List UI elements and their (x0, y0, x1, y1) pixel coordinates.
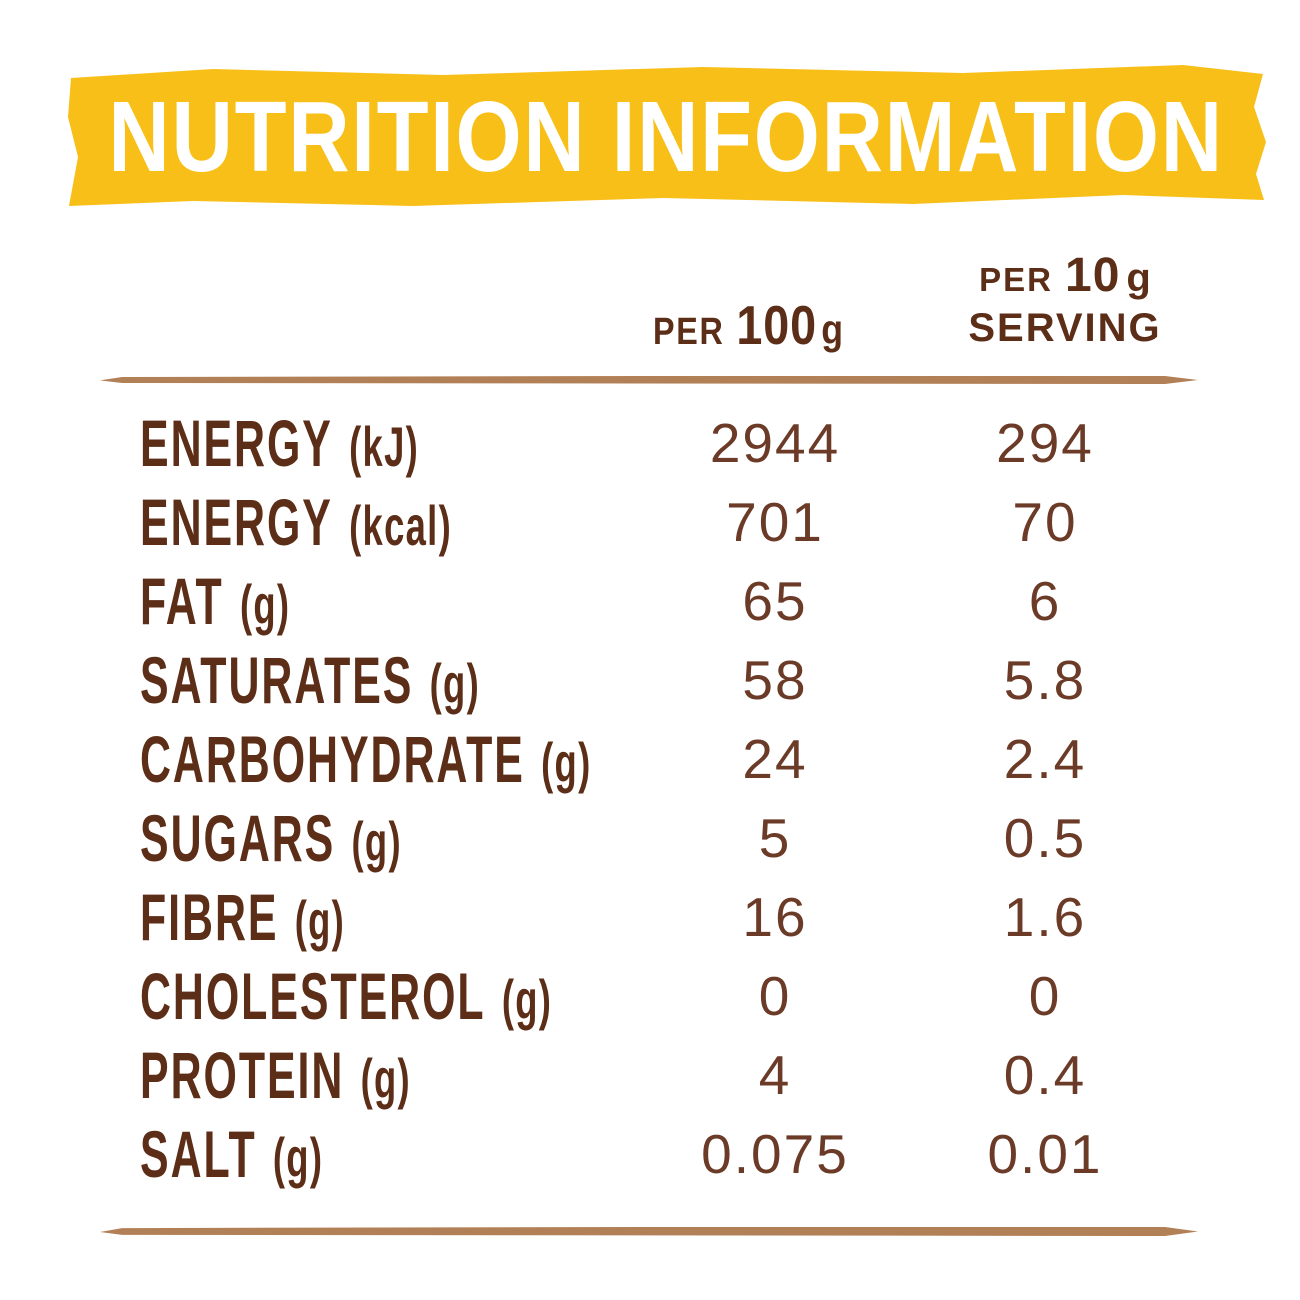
table-row: SUGARS (g) 5 0.5 (0, 798, 1160, 877)
table-row: ENERGY (kJ) 2944 294 (0, 403, 1160, 482)
nutrient-name: CARBOHYDRATE (140, 721, 525, 796)
value-per-100g: 58 (742, 648, 808, 711)
nutrient-name: ENERGY (140, 405, 333, 480)
per-100g-line: PER 100 g (621, 293, 876, 357)
nutrient-unit: (g) (541, 730, 592, 794)
nutrient-unit: (g) (429, 651, 481, 715)
nutrient-name: SATURATES (140, 642, 414, 717)
divider-bottom (100, 1227, 1198, 1236)
nutrient-unit: (g) (501, 967, 553, 1031)
per-100-amount: 100 (736, 294, 817, 356)
nutrient-unit: (kJ) (349, 414, 420, 478)
value-per-10g: 0.01 (987, 1122, 1103, 1185)
value-per-10g: 0.4 (1003, 1043, 1087, 1106)
nutrient-name: SUGARS (140, 800, 336, 875)
nutrient-unit: (kcal) (349, 493, 453, 557)
nutrient-name: FIBRE (140, 879, 279, 954)
per-100-unit: g (821, 306, 844, 353)
nutrient-name: SALT (140, 1116, 257, 1191)
nutrient-label: ENERGY (kJ) (140, 405, 419, 481)
nutrient-label-cell: SUGARS (g) (0, 800, 620, 876)
value-per-10g: 2.4 (1003, 727, 1087, 790)
nutrient-unit: (g) (351, 809, 402, 873)
value-per-10g: 6 (1028, 569, 1062, 632)
nutrient-label-cell: CARBOHYDRATE (g) (0, 721, 620, 797)
brush-stroke-background (68, 65, 1266, 206)
nutrient-unit: (g) (294, 888, 346, 952)
value-per-100g: 65 (742, 569, 808, 632)
nutrient-label: FIBRE (g) (140, 879, 345, 955)
value-per-100g: 2944 (709, 411, 841, 474)
value-per-10g: 5.8 (1003, 648, 1087, 711)
nutrient-unit: (g) (360, 1046, 411, 1110)
value-per-100g: 0 (758, 964, 792, 1027)
nutrient-label: ENERGY (kcal) (140, 484, 452, 560)
table-row: ENERGY (kcal) 701 70 (0, 482, 1160, 561)
nutrient-label: CHOLESTEROL (g) (140, 958, 552, 1034)
nutrient-unit: (g) (239, 572, 291, 636)
per-10g-line: PER 10 g (915, 248, 1215, 303)
value-per-100g: 701 (726, 490, 824, 553)
nutrient-name: CHOLESTEROL (140, 958, 486, 1033)
title-banner: NUTRITION INFORMATION (63, 62, 1270, 212)
per-10-unit: g (1126, 256, 1151, 300)
column-header-per-10g-serving: PER 10 g SERVING (915, 248, 1215, 351)
nutrient-label-cell: ENERGY (kcal) (0, 484, 620, 560)
value-per-10g: 70 (1012, 490, 1078, 553)
nutrition-table-body: ENERGY (kJ) 2944 294 ENERGY (kcal) 701 70 … (0, 403, 1160, 1193)
value-per-10g: 1.6 (1003, 885, 1087, 948)
nutrient-label: PROTEIN (g) (140, 1037, 411, 1113)
table-row: CHOLESTEROL (g) 0 0 (0, 956, 1160, 1035)
nutrient-label-cell: SATURATES (g) (0, 642, 620, 718)
nutrient-label: SALT (g) (140, 1116, 323, 1192)
nutrient-label-cell: PROTEIN (g) (0, 1037, 620, 1113)
table-row: SATURATES (g) 58 5.8 (0, 640, 1160, 719)
table-row: FIBRE (g) 16 1.6 (0, 877, 1160, 956)
nutrient-name: ENERGY (140, 484, 333, 559)
table-row: CARBOHYDRATE (g) 24 2.4 (0, 719, 1160, 798)
value-per-100g: 5 (758, 806, 792, 869)
value-per-10g: 294 (996, 411, 1094, 474)
nutrient-unit: (g) (272, 1125, 324, 1189)
per-prefix: PER (979, 261, 1054, 298)
table-row: SALT (g) 0.075 0.01 (0, 1114, 1160, 1193)
column-header-per-100g: PER 100 g (598, 293, 898, 357)
nutrient-name: FAT (140, 563, 224, 638)
per-10-amount: 10 (1065, 249, 1121, 302)
serving-label: SERVING (968, 306, 1162, 350)
divider-top (100, 376, 1198, 384)
per-prefix: PER (652, 311, 725, 353)
value-per-10g: 0 (1028, 964, 1062, 1027)
table-row: FAT (g) 65 6 (0, 561, 1160, 640)
value-per-100g: 16 (742, 885, 808, 948)
nutrient-label: FAT (g) (140, 563, 290, 639)
nutrient-label-cell: SALT (g) (0, 1116, 620, 1192)
value-per-100g: 24 (742, 727, 808, 790)
nutrient-label-cell: FIBRE (g) (0, 879, 620, 955)
nutrient-label: SATURATES (g) (140, 642, 480, 718)
value-per-100g: 4 (758, 1043, 792, 1106)
nutrient-label-cell: ENERGY (kJ) (0, 405, 620, 481)
nutrient-label-cell: FAT (g) (0, 563, 620, 639)
nutrient-label: CARBOHYDRATE (g) (140, 721, 592, 797)
nutrient-label: SUGARS (g) (140, 800, 402, 876)
nutrient-label-cell: CHOLESTEROL (g) (0, 958, 620, 1034)
nutrient-name: PROTEIN (140, 1037, 345, 1112)
value-per-100g: 0.075 (701, 1122, 849, 1185)
table-row: PROTEIN (g) 4 0.4 (0, 1035, 1160, 1114)
page-title: NUTRITION INFORMATION (108, 80, 1225, 193)
value-per-10g: 0.5 (1003, 806, 1087, 869)
